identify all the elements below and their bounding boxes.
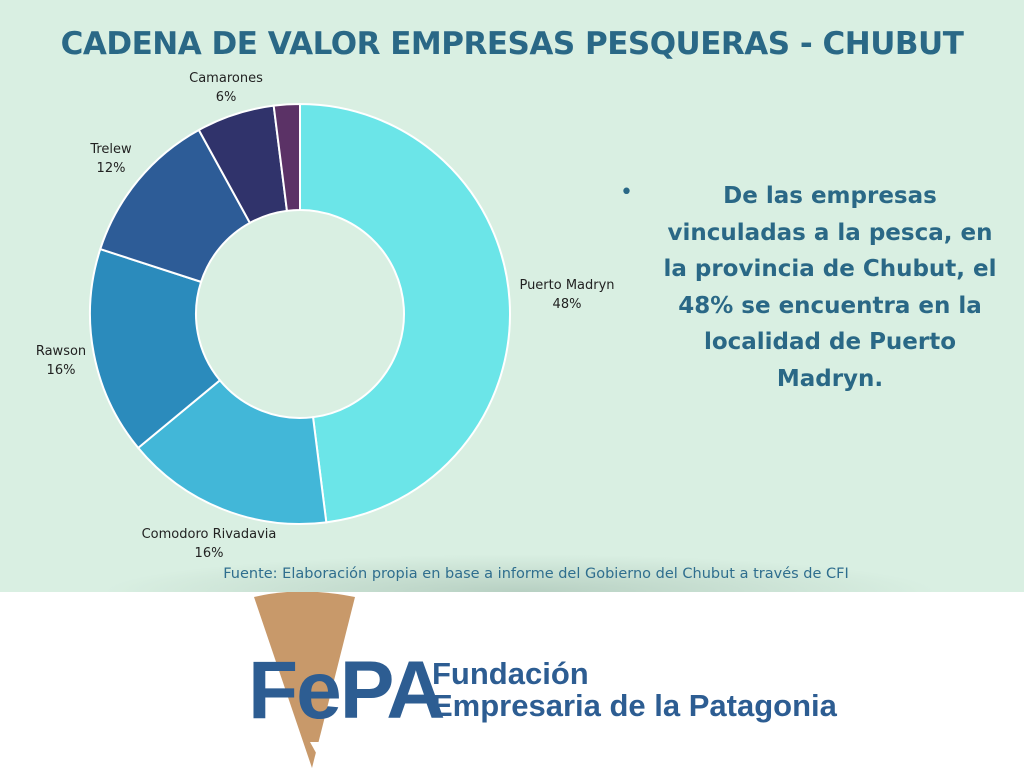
- source-note: Fuente: Elaboración propia en base a inf…: [223, 566, 849, 582]
- slice-label: Camarones 6%: [189, 71, 263, 105]
- slice-label: Rawson 16%: [36, 344, 86, 378]
- chart-title: CADENA DE VALOR EMPRESAS PESQUERAS - CHU…: [60, 26, 964, 62]
- slice-label: Trelew 12%: [89, 142, 132, 176]
- donut-slice-rawson: [89, 247, 222, 450]
- slice-label: Comodoro Rivadavia 16%: [142, 527, 277, 561]
- slice-category: Camarones: [189, 71, 263, 86]
- slice-percent: 16%: [47, 363, 76, 378]
- logo-notch-shape: [310, 742, 338, 760]
- slice-category: Rawson: [36, 344, 86, 359]
- logo-wedge-shape: [254, 592, 355, 768]
- slice-percent: 6%: [216, 90, 237, 105]
- shadow-decoration: [100, 554, 940, 592]
- slice-percent: 16%: [195, 546, 224, 561]
- logo-area: FePA Fundación Empresaria de la Patagoni…: [0, 592, 1024, 768]
- bullet-text: De las empresas vinculadas a la pesca, e…: [663, 183, 997, 392]
- organization-name-line2: Empresaria de la Patagonia: [432, 688, 837, 723]
- slide-panel: CADENA DE VALOR EMPRESAS PESQUERAS - CHU…: [0, 0, 1024, 592]
- slice-category: Trelew: [89, 142, 132, 157]
- slice-percent: 12%: [97, 161, 126, 176]
- slice-label: Puerto Madryn 48%: [519, 278, 614, 312]
- donut-slice-comodoro-rivadavia: [136, 378, 328, 525]
- donut-slice-other: [272, 102, 301, 212]
- organization-name-line1: Fundación: [432, 656, 589, 691]
- slice-percent: 48%: [553, 297, 582, 312]
- logo-emblem-icon: [254, 592, 355, 768]
- logo-wordmark: FePA: [248, 645, 446, 736]
- donut-slice-puerto-madryn: [299, 102, 511, 524]
- slice-category: Comodoro Rivadavia: [142, 527, 277, 542]
- slice-category: Puerto Madryn: [519, 278, 614, 293]
- bullet-dot: •: [620, 180, 633, 205]
